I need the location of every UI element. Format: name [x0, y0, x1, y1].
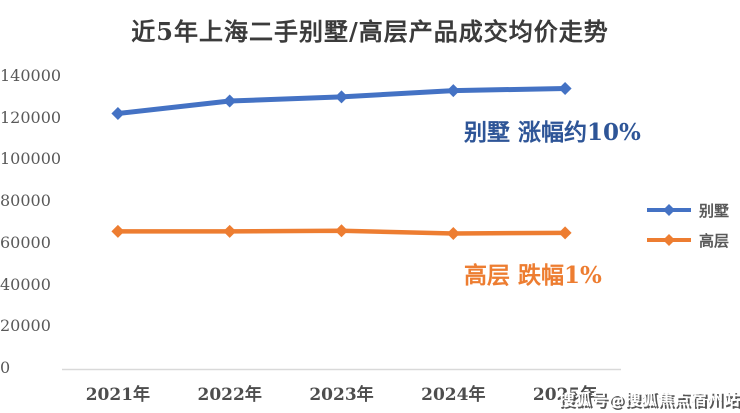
legend-label-highrise: 高层	[699, 231, 730, 250]
y-axis: 140000 120000 100000 80000 60000 40000 20000 0	[0, 66, 62, 377]
legend: 别墅 高层	[646, 197, 729, 253]
series-marker-highrise	[558, 226, 572, 240]
legend-item-highrise: 高层	[646, 227, 729, 253]
series-marker-villa	[335, 90, 348, 104]
series-marker-villa	[558, 82, 572, 96]
x-tick-label: 2025年	[532, 385, 598, 405]
legend-marker-highrise	[647, 234, 691, 246]
legend-marker-villa	[647, 204, 691, 216]
chart-title: 近5年上海二手别墅/高层产品成交均价走势	[131, 17, 609, 46]
series-marker-villa	[223, 94, 237, 108]
x-tick-label: 2024年	[421, 385, 486, 405]
legend-item-villa: 别墅	[646, 197, 729, 223]
series-marker-highrise	[223, 224, 237, 238]
villa-annotation: 别墅 涨幅约10%	[464, 119, 641, 146]
series-marker-villa	[111, 107, 125, 121]
series-marker-villa	[446, 84, 460, 98]
watermark: 搜狐号@搜狐焦点宿州站	[558, 390, 740, 409]
x-tick-label: 2022年	[197, 385, 262, 405]
highrise-annotation: 高层 跌幅1%	[464, 262, 602, 289]
series-marker-highrise	[335, 224, 348, 238]
x-tick-label: 2023年	[309, 385, 374, 405]
series-marker-highrise	[111, 224, 125, 238]
series-marker-highrise	[446, 226, 460, 240]
legend-label-villa: 别墅	[699, 201, 730, 220]
x-tick-label: 2021年	[85, 385, 151, 405]
